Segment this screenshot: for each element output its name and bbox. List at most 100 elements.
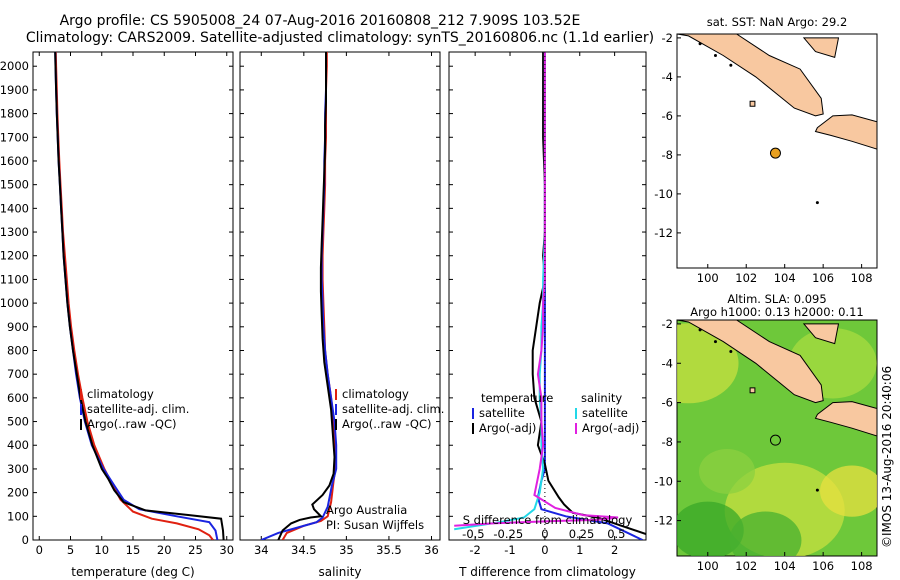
landmass-sla_map-0 — [677, 320, 824, 404]
map-y-tick-label-sla_map-5: -12 — [654, 514, 673, 528]
map-y-tick-label-sst_map-5: -12 — [654, 226, 673, 240]
sla-field-patch-6 — [699, 449, 755, 494]
island-dot-sst_map-1 — [713, 53, 717, 57]
x-tick-label-salinity-3: 35.5 — [376, 543, 402, 557]
sla-map-title: Altim. SLA: 0.095 — [727, 292, 827, 306]
landmass-sla_map-1 — [814, 401, 877, 437]
map-y-tick-label-sla_map-2: -6 — [662, 396, 673, 410]
sst-map-title: sat. SST: NaN Argo: 29.2 — [706, 15, 848, 29]
y-tick-label-1: 100 — [7, 509, 29, 523]
argo-position-marker-sla_map — [769, 434, 781, 446]
s-tick-label-4: 0.5 — [607, 527, 625, 541]
legend-label-salinity-2: Argo(..raw -QC) — [342, 417, 432, 431]
plot-frame-salinity — [239, 51, 441, 541]
s-tick-label-2: 0 — [541, 527, 548, 541]
legend-label-temperature-2: Argo(..raw -QC) — [87, 417, 177, 431]
legend-label-temperature-1: satellite-adj. clim. — [87, 402, 189, 416]
island-dot-sst_map-0 — [698, 42, 702, 46]
sla-field-patch-5 — [729, 511, 802, 556]
legend-label-salinity-0: climatology — [342, 387, 409, 401]
x-tick-label-difference-1: -1 — [504, 543, 515, 557]
map-x-tick-label-sla_map-2: 104 — [774, 559, 796, 573]
legend-title-temperature: temperature — [481, 391, 553, 405]
landmass-sst_map-1 — [814, 114, 877, 150]
series-line-salinity-2 — [277, 52, 336, 540]
landmass-sst_map-2 — [802, 37, 840, 59]
legend-label-temperature-0: climatology — [87, 387, 154, 401]
map-y-tick-label-sst_map-4: -10 — [654, 187, 673, 201]
x-axis-label-difference: T difference from climatology — [458, 565, 636, 579]
map-y-tick-label-sst_map-1: -4 — [662, 70, 673, 84]
landmass-sla_map-2 — [802, 323, 840, 345]
map-x-tick-label-sst_map-3: 106 — [812, 271, 834, 285]
sla-map-subtitle: Argo h1000: 0.13 h2000: 0.11 — [690, 305, 864, 319]
y-tick-label-6: 600 — [7, 391, 29, 405]
x-tick-label-difference-4: 2 — [611, 543, 618, 557]
top-axis-label: S difference from climatology — [463, 513, 633, 527]
y-tick-label-2: 200 — [7, 486, 29, 500]
map-x-tick-label-sst_map-4: 108 — [851, 271, 873, 285]
x-tick-label-salinity-2: 35 — [339, 543, 354, 557]
s-tick-label-1: -0.25 — [493, 527, 523, 541]
y-tick-label-7: 700 — [7, 367, 29, 381]
island-dot-sla_map-1 — [713, 340, 717, 344]
sla-field-patch-2 — [820, 465, 877, 517]
y-tick-label-19: 1900 — [0, 83, 29, 97]
map-y-tick-label-sla_map-4: -10 — [654, 474, 673, 488]
x-tick-label-difference-0: -2 — [469, 543, 480, 557]
map-y-tick-label-sst_map-3: -8 — [662, 148, 673, 162]
annotation-line-1: PI: Susan Wijffels — [326, 518, 424, 532]
y-tick-label-16: 1600 — [0, 154, 29, 168]
y-tick-label-13: 1300 — [0, 225, 29, 239]
legend-label-salinity-1: satellite-adj. clim. — [342, 402, 444, 416]
x-axis-label-salinity: salinity — [318, 565, 361, 579]
x-tick-label-salinity-4: 36 — [424, 543, 439, 557]
y-tick-label-9: 900 — [7, 320, 29, 334]
s-tick-label-0: -0.5 — [462, 527, 484, 541]
x-tick-label-temperature-2: 10 — [94, 543, 109, 557]
x-tick-label-temperature-4: 20 — [157, 543, 172, 557]
y-tick-label-20: 2000 — [0, 59, 29, 73]
y-tick-label-0: 0 — [22, 533, 29, 547]
y-tick-label-3: 300 — [7, 462, 29, 476]
landmass-sst_map-3 — [749, 100, 756, 107]
y-tick-label-18: 1800 — [0, 107, 29, 121]
y-tick-label-17: 1700 — [0, 130, 29, 144]
map-y-tick-label-sla_map-1: -4 — [662, 356, 673, 370]
island-dot-sla_map-3 — [815, 488, 819, 492]
x-tick-label-difference-3: 1 — [576, 543, 583, 557]
x-tick-label-temperature-0: 0 — [36, 543, 43, 557]
legend-title-salinity: salinity — [581, 391, 622, 405]
y-tick-label-4: 400 — [7, 438, 29, 452]
annotation-line-0: Argo Australia — [326, 503, 407, 517]
map-x-tick-label-sst_map-1: 102 — [735, 271, 757, 285]
page-subtitle: Climatology: CARS2009. Satellite-adjuste… — [25, 30, 655, 46]
legend-label-temp-0: satellite — [479, 406, 525, 420]
map-y-tick-label-sst_map-2: -6 — [662, 109, 673, 123]
y-tick-label-14: 1400 — [0, 201, 29, 215]
x-tick-label-salinity-1: 34.5 — [291, 543, 317, 557]
y-tick-label-10: 1000 — [0, 296, 29, 310]
x-tick-label-temperature-6: 30 — [219, 543, 234, 557]
y-tick-label-8: 800 — [7, 343, 29, 357]
y-tick-label-12: 1200 — [0, 249, 29, 263]
legend-label-sal-0: satellite — [582, 406, 628, 420]
map-x-tick-label-sla_map-1: 102 — [735, 559, 757, 573]
page-title: Argo profile: CS 5905008_24 07-Aug-2016 … — [59, 13, 581, 29]
sla-field-patch-4 — [677, 501, 744, 556]
map-y-tick-label-sla_map-0: -2 — [662, 317, 673, 331]
y-tick-label-15: 1500 — [0, 178, 29, 192]
x-tick-label-temperature-5: 25 — [188, 543, 203, 557]
sla-field-patch-0 — [677, 323, 739, 404]
argo-position-marker-sst_map — [769, 147, 781, 159]
island-dot-sla_map-0 — [698, 328, 702, 332]
map-x-tick-label-sla_map-0: 100 — [697, 559, 719, 573]
legend-label-sal-1: Argo(-adj) — [582, 421, 639, 435]
plot-frame-temperature — [32, 51, 234, 541]
series-line-temperature-2 — [54, 52, 225, 540]
island-dot-sst_map-3 — [815, 201, 819, 205]
x-tick-label-temperature-1: 5 — [67, 543, 74, 557]
map-x-tick-label-sst_map-2: 104 — [774, 271, 796, 285]
map-y-tick-label-sla_map-3: -8 — [662, 435, 673, 449]
